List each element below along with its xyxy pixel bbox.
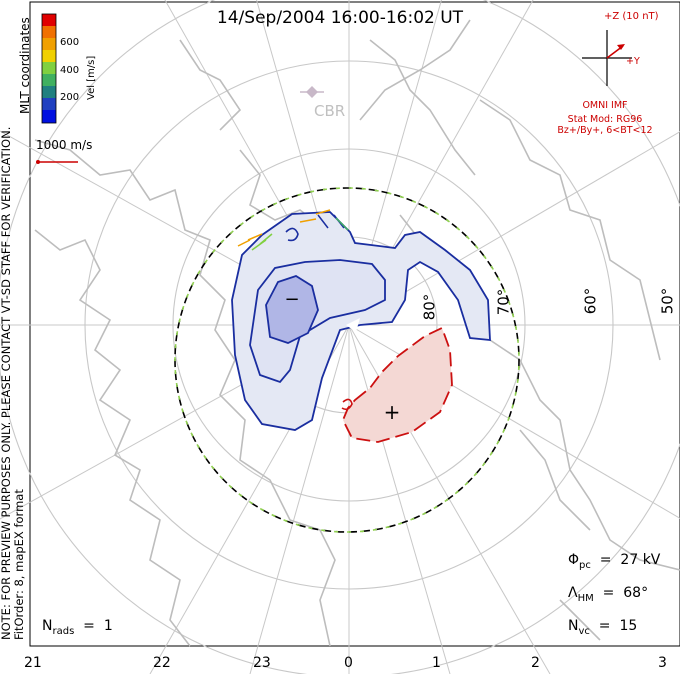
phi-pc-unit: kV <box>642 552 661 568</box>
imf-source: OMNI IMF <box>582 100 628 111</box>
cross-polar-potential: Φpc = 27 kV <box>568 552 661 571</box>
preview-note: NOTE: FOR PREVIEW PURPOSES ONLY. PLEASE … <box>0 127 26 640</box>
reference-vector-label: 1000 m/s <box>36 138 93 152</box>
latitude-label-80: 80° <box>420 293 439 321</box>
negative-cell <box>231 211 491 431</box>
map-title: 14/Sep/2004 16:00-16:02 UT <box>216 8 464 28</box>
reference-vector <box>36 160 78 164</box>
positive-cell <box>341 326 453 443</box>
colorbar-tick: 200 <box>60 92 80 103</box>
colorbar-tick: 400 <box>60 65 80 76</box>
colorbar-label: Vel [m/s] <box>86 55 97 100</box>
imf-z-label: +Z (10 nT) <box>604 11 659 22</box>
mlt-tick: 1 <box>432 655 441 671</box>
mlt-tick: 2 <box>531 655 540 671</box>
phi-pc-value: 27 <box>620 552 639 568</box>
mlt-tick: 21 <box>24 655 42 671</box>
mlt-tick: 3 <box>658 655 667 671</box>
latitude-label-50: 50° <box>658 287 677 315</box>
coordinate-system-label: MLT coordinates <box>18 17 32 114</box>
mlt-tick: 0 <box>344 655 353 671</box>
velocity-colorbar <box>41 13 57 124</box>
hm-latitude: ΛHM = 68° <box>568 585 649 604</box>
n-rads-value: 1 <box>103 618 113 634</box>
positive-cell-marker: + <box>384 400 401 424</box>
latitude-label-60: 60° <box>581 287 600 315</box>
gap <box>346 318 360 332</box>
hm-boundary-model-vectors <box>174 187 520 533</box>
mlt-tick: 23 <box>253 655 271 671</box>
stat-model-line1: Stat Mod: RG96 <box>567 114 643 125</box>
imf-y-label: +Y <box>626 56 640 67</box>
n-vc-value: 15 <box>619 618 638 634</box>
imf-dial <box>582 30 632 86</box>
fit-order-line: FitOrder: 8, mapEX format <box>12 489 26 640</box>
lambda-hm-value: 68° <box>623 585 649 601</box>
colorbar-tick: 600 <box>60 37 80 48</box>
station-marker-icon <box>300 86 324 98</box>
radar-count: Nrads = 1 <box>42 618 113 637</box>
plot-frame <box>29 1 680 647</box>
vector-count: Nvc = 15 <box>568 618 638 637</box>
stat-model-line2: Bz+/By+, 6<BT<12 <box>557 125 653 136</box>
fitted-vectors <box>237 209 349 251</box>
negative-cell-marker: − <box>284 289 299 310</box>
latitude-label-70: 70° <box>494 288 513 316</box>
mlt-tick: 22 <box>153 655 171 671</box>
station-label: CBR <box>314 102 346 120</box>
